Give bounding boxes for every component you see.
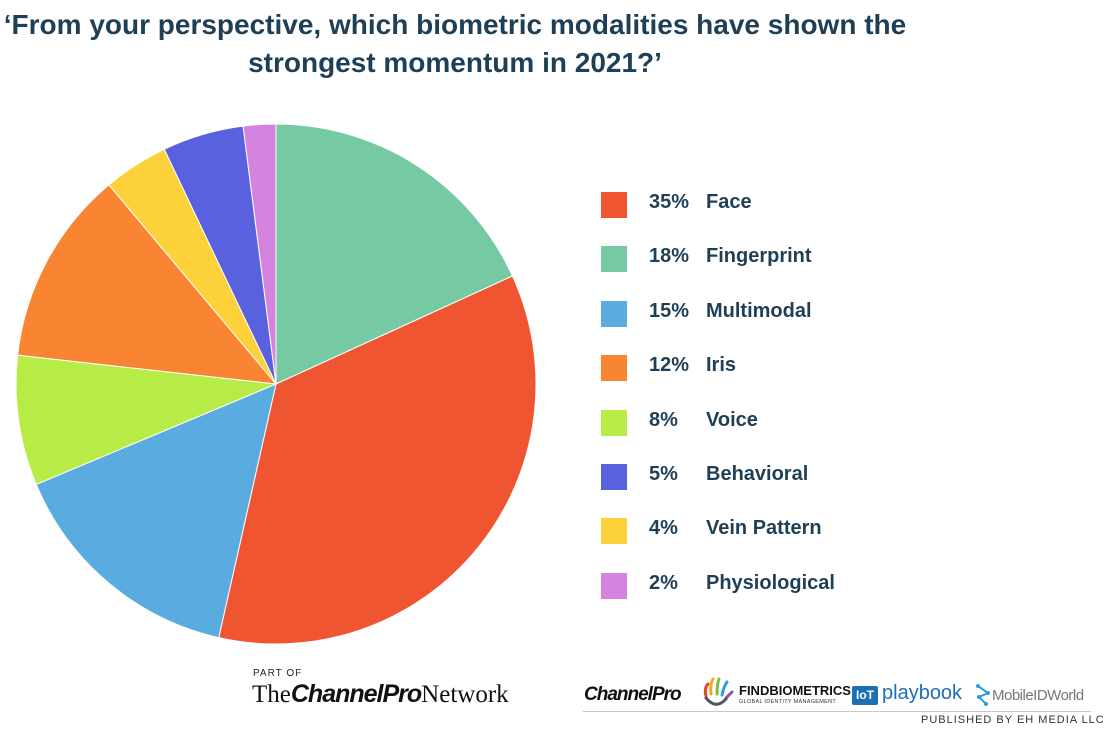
legend-swatch-iris bbox=[601, 355, 627, 382]
findbiometrics-logo: FINDBIOMETRICS bbox=[739, 683, 851, 698]
legend-value: 15% bbox=[649, 299, 690, 322]
chart-title: ‘From your perspective, which biometric … bbox=[3, 9, 907, 78]
network-the-text: The bbox=[252, 681, 291, 708]
mobileid-network-icon bbox=[976, 684, 991, 706]
legend-series-name: Vein Pattern bbox=[706, 517, 822, 540]
findbiometrics-subtitle: GLOBAL IDENTITY MANAGEMENT bbox=[739, 699, 837, 705]
pie-slice-face bbox=[218, 275, 537, 645]
legend-swatch-face bbox=[601, 192, 627, 218]
legend-label-voice: 8% Voice bbox=[649, 409, 758, 432]
legend-label-iris: 12% Iris bbox=[649, 354, 736, 377]
legend-value: 35% bbox=[649, 191, 690, 213]
pie-slice-fingerprint bbox=[275, 123, 514, 385]
channelpro-network-logo: TheChannelProNetwork bbox=[252, 680, 509, 709]
footer-divider bbox=[583, 711, 1091, 712]
publisher-credit: PUBLISHED BY EH MEDIA LLC bbox=[921, 714, 1105, 726]
legend-label-fingerprint: 18% Fingerprint bbox=[649, 245, 812, 268]
iot-badge: IoT bbox=[852, 686, 878, 705]
legend-series-name: Voice bbox=[706, 408, 758, 431]
legend-series-name: Physiological bbox=[706, 571, 835, 594]
legend-label-vein-pattern: 4% Vein Pattern bbox=[649, 517, 822, 540]
pie-slice-physiological bbox=[242, 123, 277, 385]
hand-print-icon bbox=[703, 677, 734, 706]
legend-label-physiological: 2% Physiological bbox=[649, 572, 835, 595]
legend-swatch-multimodal bbox=[601, 300, 627, 327]
legend-label-behavioral: 5% Behavioral bbox=[649, 463, 808, 486]
legend-swatch-voice bbox=[601, 409, 627, 436]
iot-playbook-logo: playbook bbox=[882, 682, 963, 704]
legend-value: 5% bbox=[649, 462, 678, 485]
legend-label-multimodal: 15% Multimodal bbox=[649, 300, 812, 323]
legend-series-name: Fingerprint bbox=[706, 245, 812, 268]
channelpro-logo: ChannelPro bbox=[584, 684, 682, 705]
legend-swatch-behavioral bbox=[601, 463, 627, 490]
pie-slice-voice bbox=[15, 354, 278, 486]
legend-series-name: Face bbox=[706, 191, 752, 213]
pie-slice-iris bbox=[17, 184, 278, 385]
network-bold-text: ChannelPro bbox=[290, 680, 422, 708]
legend-swatch-vein-pattern bbox=[601, 518, 627, 545]
legend-swatch-physiological bbox=[601, 572, 627, 599]
legend-value: 2% bbox=[649, 571, 678, 594]
legend-swatch-fingerprint bbox=[601, 246, 627, 273]
pie-slice-multimodal bbox=[35, 383, 277, 639]
mobileidworld-logo: MobileIDWorld bbox=[992, 687, 1084, 704]
legend-value: 18% bbox=[649, 245, 690, 268]
part-of-label: PART OF bbox=[253, 668, 303, 679]
legend-value: 4% bbox=[649, 517, 678, 540]
legend-series-name: Iris bbox=[706, 354, 737, 377]
legend-label-face: 35% Face bbox=[649, 191, 752, 214]
legend-value: 8% bbox=[649, 408, 678, 431]
legend-value: 12% bbox=[649, 354, 690, 377]
legend-series-name: Multimodal bbox=[706, 299, 812, 322]
legend-series-name: Behavioral bbox=[706, 462, 809, 485]
network-rest-text: Network bbox=[421, 681, 509, 708]
